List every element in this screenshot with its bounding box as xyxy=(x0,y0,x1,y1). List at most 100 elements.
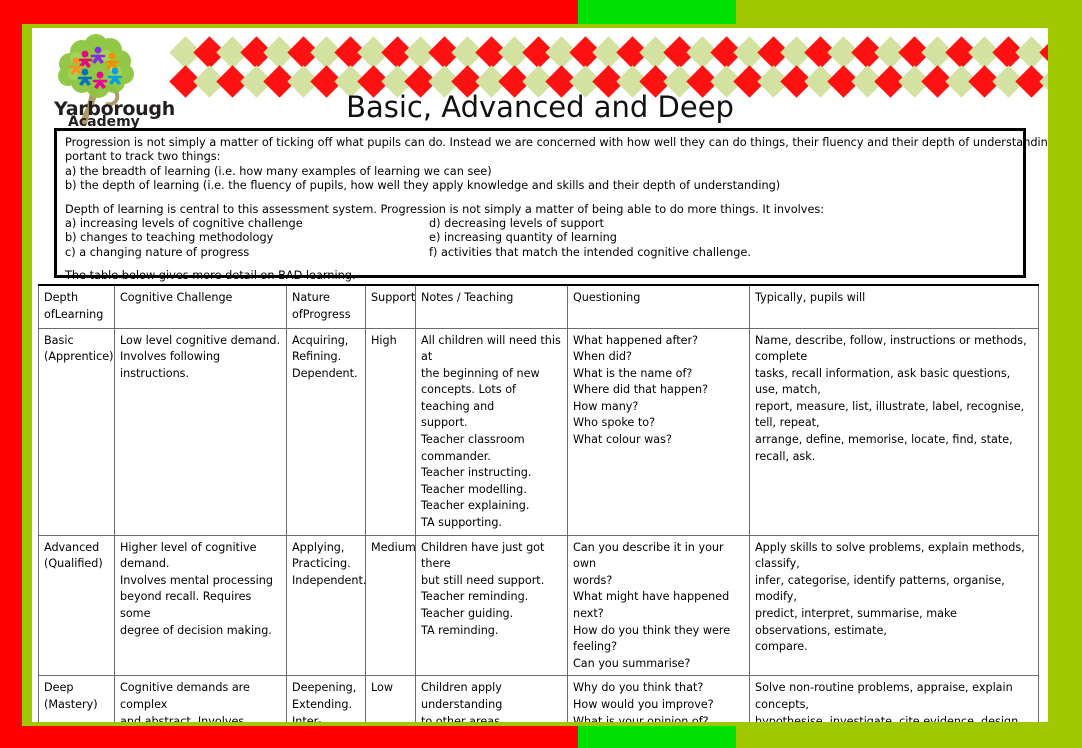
cell-line: Teacher reminding. xyxy=(421,590,529,604)
cell-line: Dependent. xyxy=(292,366,358,380)
cell-line: degree of decision making. xyxy=(120,623,272,637)
cell-line: Higher level of cognitive demand. xyxy=(120,540,257,571)
intro-two-column-list: a) increasing levels of cognitive challe… xyxy=(65,217,1017,260)
cell-line: infer, categorise, identify patterns, or… xyxy=(755,573,1005,604)
cell-cognitive-challenge: Cognitive demands are complex and abstrac… xyxy=(114,675,287,722)
document-page: Yarborough Academy Basic, Advanced and D… xyxy=(22,24,1052,726)
cell-line: compare. xyxy=(755,640,808,654)
cell-line: Low xyxy=(371,681,394,695)
table-row: Basic (Apprentice) Low level cognitive de… xyxy=(38,327,1039,536)
cell-questioning: What happened after? When did? What is the… xyxy=(567,327,750,536)
cell-line: concepts. Lots of teaching and xyxy=(421,383,516,413)
intro-second-heading: Depth of learning is central to this ass… xyxy=(65,202,825,216)
column-header-depth-of-learning: Depth ofLearning xyxy=(38,284,115,329)
diamond-shape xyxy=(1038,36,1048,69)
cell-line: commander. xyxy=(421,449,491,463)
cell-line: Children have just got there xyxy=(421,540,545,571)
cell-line: Practicing. xyxy=(292,557,351,571)
cell-line: All children will need this at xyxy=(421,333,561,364)
tree-with-people-icon xyxy=(58,34,134,124)
page-content: Yarborough Academy Basic, Advanced and D… xyxy=(32,28,1048,722)
cell-notes-teaching: Children have just got there but still ne… xyxy=(415,534,568,677)
cell-line: Name, describe, follow, instructions or … xyxy=(755,333,1027,364)
cell-line: feeling? xyxy=(573,640,618,654)
cell-line: TA reminding. xyxy=(421,623,499,637)
cell-line: and abstract. Involves problems xyxy=(120,714,245,722)
cell-line: report, measure, list, illustrate, label… xyxy=(755,399,1025,430)
logo-subtitle: Academy xyxy=(68,114,140,130)
cell-line: to other areas. xyxy=(421,714,504,722)
cell-depth: Advanced (Qualified) xyxy=(38,534,115,677)
intro-right-column: d) decreasing levels of support e) incre… xyxy=(429,217,751,260)
cell-nature-of-progress: Acquiring, Refining. Dependent. xyxy=(286,327,366,536)
cell-depth: Basic (Apprentice) xyxy=(38,327,115,536)
cell-line: Typically, pupils will xyxy=(755,291,866,304)
cell-line: Who spoke to? xyxy=(573,416,656,430)
cell-line: the beginning of new xyxy=(421,366,540,380)
cell-line: Teacher explaining. xyxy=(421,499,530,513)
cell-line: What is the name of? xyxy=(573,366,693,380)
cell-line: (Qualified) xyxy=(44,557,103,571)
cell-line: Extending. xyxy=(292,697,353,711)
cell-line: (Mastery) xyxy=(44,697,98,711)
intro-left-item: a) increasing levels of cognitive challe… xyxy=(65,217,303,231)
cell-line: How do you think they were xyxy=(573,623,731,637)
cell-depth: Deep (Mastery) xyxy=(38,675,115,722)
column-header-nature-of-progress: Nature ofProgress xyxy=(286,284,366,329)
cell-line: Questioning xyxy=(573,291,641,304)
table-header-row: Depth ofLearning Cognitive Challenge Nat… xyxy=(38,284,1039,329)
intro-right-item: e) increasing quantity of learning xyxy=(429,231,617,245)
cell-line: Children apply understanding xyxy=(421,681,503,711)
diamond-row-top xyxy=(169,36,1048,69)
page-title: Basic, Advanced and Deep xyxy=(346,90,734,124)
cell-line: predict, interpret, summarise, make obse… xyxy=(755,607,957,637)
cell-line: Advanced xyxy=(44,540,100,554)
cell-line: Cognitive Challenge xyxy=(120,291,233,304)
table-header: Depth ofLearning Cognitive Challenge Nat… xyxy=(38,284,1039,329)
cell-line: Where did that happen? xyxy=(573,383,709,397)
cell-line: tasks, recall information, ask basic que… xyxy=(755,366,1011,397)
intro-left-item: c) a changing nature of progress xyxy=(65,245,250,259)
cell-line: Deep xyxy=(44,681,74,695)
cell-line: Low level cognitive demand. xyxy=(120,333,281,347)
cell-support: Medium xyxy=(365,534,416,677)
cell-line: Teacher modelling. xyxy=(421,482,527,496)
cell-line: Teacher instructing. xyxy=(421,466,532,480)
column-header-notes-teaching: Notes / Teaching xyxy=(415,284,568,329)
cell-line: What is your opinion of? xyxy=(573,714,709,722)
intro-spacer xyxy=(65,194,1017,203)
table-row: Deep (Mastery) Cognitive demands are comp… xyxy=(38,675,1039,722)
intro-line: portant to track two things: xyxy=(65,150,221,164)
cell-line: How would you improve? xyxy=(573,697,714,711)
cell-cognitive-challenge: Higher level of cognitive demand. Involve… xyxy=(114,534,287,677)
cell-line: Depth of xyxy=(44,291,79,321)
cell-nature-of-progress: Deepening,Extending.Inter-dependent. xyxy=(286,675,366,722)
cell-line: Progress xyxy=(302,307,351,321)
cell-questioning: Why do you think that? How would you impr… xyxy=(567,675,750,722)
intro-right-item: f) activities that match the intended co… xyxy=(429,245,751,259)
intro-left-item: b) changes to teaching methodology xyxy=(65,231,274,245)
cell-line: Refining. xyxy=(292,350,342,364)
diamond-banner xyxy=(169,36,1048,98)
bad-learning-table: Depth ofLearning Cognitive Challenge Nat… xyxy=(38,284,1039,722)
cell-line: Apply skills to solve problems, explain … xyxy=(755,540,1025,571)
cell-line: Learning xyxy=(54,307,104,321)
cell-line: Medium xyxy=(371,540,416,554)
intro-line: Progression is not simply a matter of ti… xyxy=(65,136,1048,149)
cell-nature-of-progress: Applying, Practicing. Independent. xyxy=(286,534,366,677)
cell-line: Applying, xyxy=(292,540,345,554)
column-header-cognitive-challenge: Cognitive Challenge xyxy=(114,284,287,329)
intro-closing: The table below gives more detail on BAD… xyxy=(65,269,356,283)
cell-line: Why do you think that? xyxy=(573,681,704,695)
intro-line: b) the depth of learning (i.e. the fluen… xyxy=(65,179,781,193)
cell-notes-teaching: Children apply understanding to other are… xyxy=(415,675,568,722)
cell-line: Involves following instructions. xyxy=(120,350,221,380)
cell-line: Can you summarise? xyxy=(573,656,691,670)
cell-typically-pupils-will: Apply skills to solve problems, explain … xyxy=(749,534,1039,677)
cell-line: but still need support. xyxy=(421,573,545,587)
cell-line: Support xyxy=(371,291,416,304)
column-header-questioning: Questioning xyxy=(567,284,750,329)
cell-line: What colour was? xyxy=(573,433,672,447)
table-body: Basic (Apprentice) Low level cognitive de… xyxy=(38,327,1039,722)
